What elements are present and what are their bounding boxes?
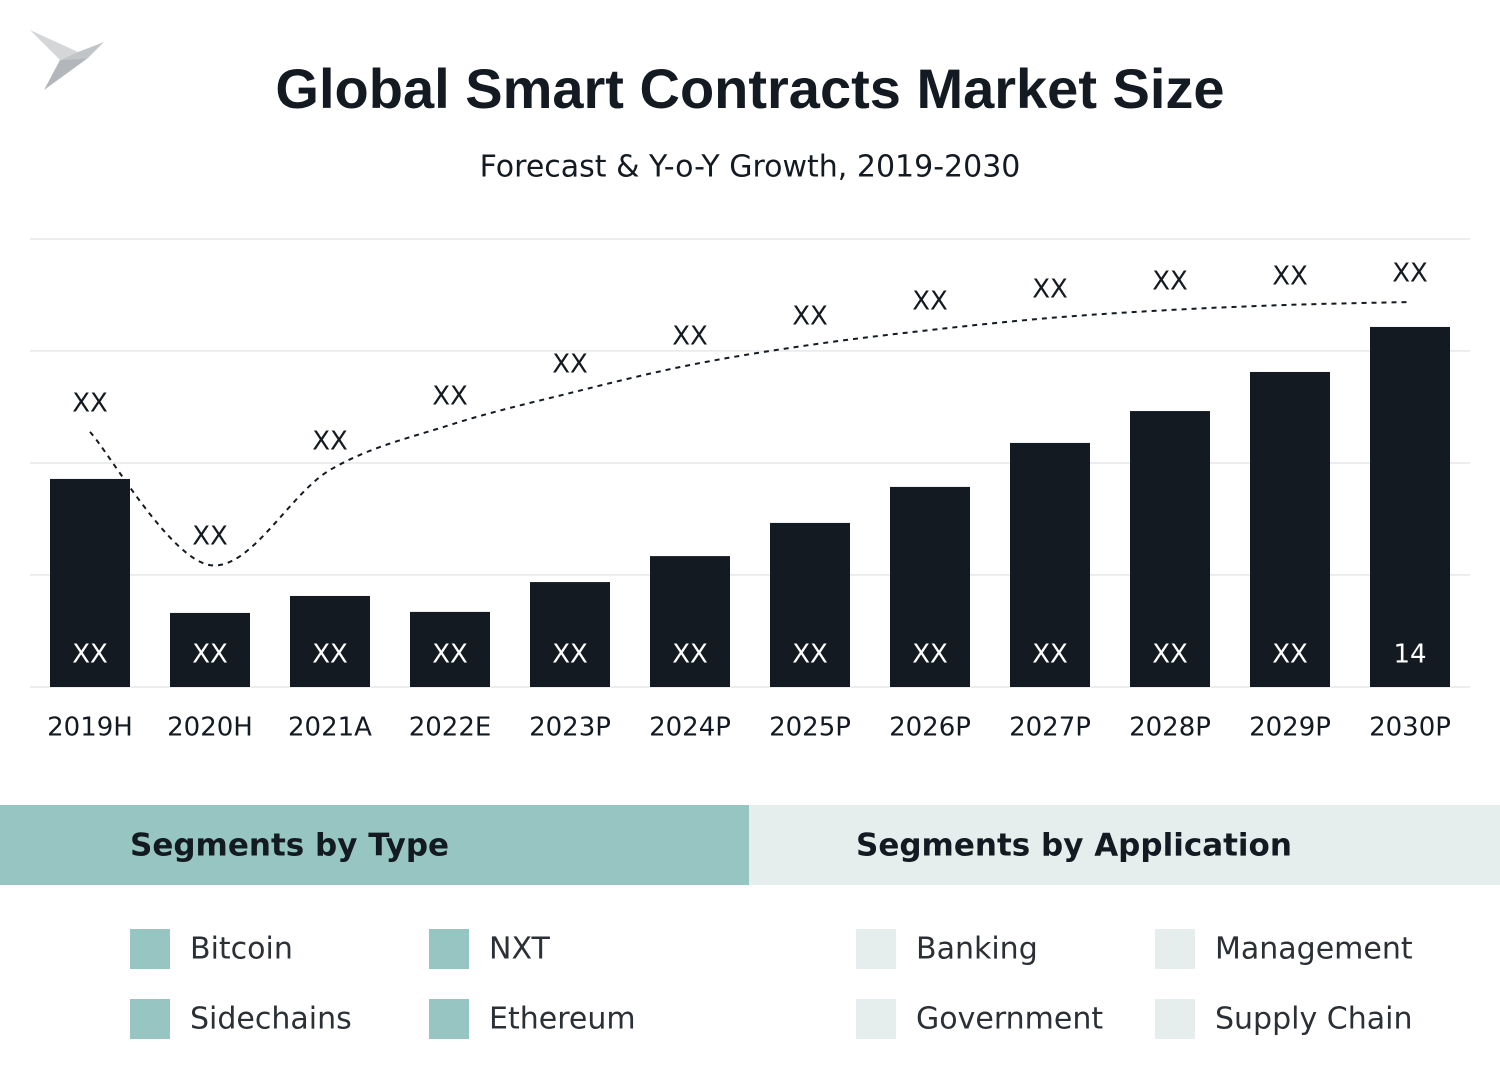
chart-subtitle: Forecast & Y-o-Y Growth, 2019-2030 bbox=[480, 150, 1021, 185]
growth-label: XX bbox=[1392, 259, 1428, 289]
segment-title: Segments by Application bbox=[856, 828, 1292, 864]
segment-swatch bbox=[1155, 929, 1195, 969]
segment-item: Sidechains bbox=[190, 1002, 352, 1037]
bar-value-label: XX bbox=[672, 640, 708, 670]
bar-value-label: XX bbox=[1032, 640, 1068, 670]
x-tick-label: 2022E bbox=[409, 713, 492, 743]
growth-label: XX bbox=[192, 522, 228, 552]
segment-swatch bbox=[856, 929, 896, 969]
x-tick-label: 2024P bbox=[649, 713, 731, 743]
growth-label: XX bbox=[672, 322, 708, 352]
bar bbox=[770, 522, 850, 687]
segment-item: Ethereum bbox=[489, 1002, 636, 1037]
segment-title: Segments by Type bbox=[130, 828, 449, 864]
growth-label: XX bbox=[312, 426, 348, 456]
bar bbox=[1370, 326, 1450, 687]
x-tick-label: 2028P bbox=[1129, 713, 1211, 743]
segment-item: Bitcoin bbox=[190, 932, 293, 967]
chart-title: Global Smart Contracts Market Size bbox=[275, 57, 1224, 120]
segment-swatch bbox=[856, 999, 896, 1039]
x-tick-label: 2027P bbox=[1009, 713, 1091, 743]
segment-header-bg bbox=[749, 805, 1500, 885]
segment-swatch bbox=[429, 929, 469, 969]
x-tick-label: 2030P bbox=[1369, 713, 1451, 743]
segment-item: Government bbox=[916, 1002, 1103, 1037]
segment-swatch bbox=[130, 929, 170, 969]
growth-label: XX bbox=[1152, 266, 1188, 296]
x-tick-label: 2019H bbox=[47, 713, 133, 743]
growth-label: XX bbox=[552, 350, 588, 380]
bar bbox=[650, 556, 730, 687]
growth-label: XX bbox=[1272, 261, 1308, 291]
logo bbox=[30, 30, 104, 90]
bar bbox=[1010, 442, 1090, 687]
bar-value-label: XX bbox=[72, 640, 108, 670]
x-tick-label: 2021A bbox=[288, 713, 372, 743]
segment-item: NXT bbox=[489, 932, 550, 967]
segment-swatch bbox=[429, 999, 469, 1039]
bar bbox=[1250, 371, 1330, 687]
x-tick-label: 2020H bbox=[167, 713, 253, 743]
bar-value-label: XX bbox=[912, 640, 948, 670]
segment-swatch bbox=[130, 999, 170, 1039]
bar-value-label: XX bbox=[1272, 640, 1308, 670]
segment-swatch bbox=[1155, 999, 1195, 1039]
growth-label: XX bbox=[912, 287, 948, 317]
bar-value-label: XX bbox=[792, 640, 828, 670]
bar-value-label: XX bbox=[192, 640, 228, 670]
growth-line bbox=[89, 301, 1411, 567]
segment-header-bg bbox=[0, 805, 749, 885]
growth-label: XX bbox=[1032, 274, 1068, 304]
x-tick-label: 2023P bbox=[529, 713, 611, 743]
segment-item: Management bbox=[1215, 932, 1413, 967]
bar-value-label: 14 bbox=[1393, 640, 1426, 670]
growth-label: XX bbox=[792, 301, 828, 331]
x-tick-label: 2026P bbox=[889, 713, 971, 743]
segment-item: Banking bbox=[916, 932, 1038, 967]
x-tick-label: 2025P bbox=[769, 713, 851, 743]
bar bbox=[290, 595, 370, 687]
bar-value-label: XX bbox=[552, 640, 588, 670]
growth-label: XX bbox=[432, 381, 468, 411]
growth-label: XX bbox=[72, 388, 108, 418]
bar bbox=[530, 582, 610, 687]
bar-value-label: XX bbox=[312, 640, 348, 670]
x-tick-label: 2029P bbox=[1249, 713, 1331, 743]
bar bbox=[170, 612, 250, 687]
bar bbox=[50, 478, 130, 687]
bar-value-label: XX bbox=[432, 640, 468, 670]
bar bbox=[1130, 411, 1210, 687]
bar-value-label: XX bbox=[1152, 640, 1188, 670]
segment-item: Supply Chain bbox=[1215, 1002, 1412, 1037]
bar bbox=[410, 611, 490, 687]
bar bbox=[890, 486, 970, 687]
